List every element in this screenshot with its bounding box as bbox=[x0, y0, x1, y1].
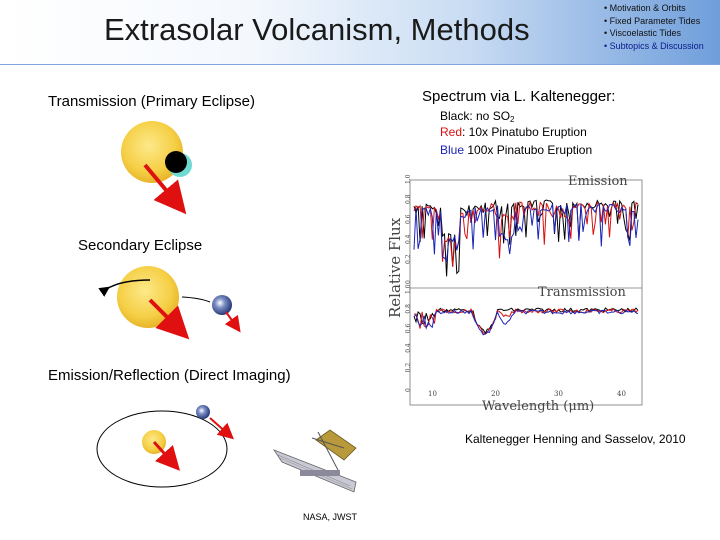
planet-ray-arrow-icon bbox=[224, 311, 241, 333]
y-tick-label: 0 bbox=[405, 388, 412, 392]
earth-icon bbox=[196, 405, 210, 419]
y-tick-label: 0.2 bbox=[405, 363, 412, 373]
paper-credit: Kaltenegger Henning and Sasselov, 2010 bbox=[465, 432, 686, 446]
orbit-icon bbox=[96, 410, 228, 488]
transmission-diagram bbox=[121, 121, 192, 215]
y-tick-label: 0.2 bbox=[405, 254, 412, 264]
slide-title: Extrasolar Volcanism, Methods bbox=[104, 12, 530, 47]
section-nav: • Motivation & Orbits • Fixed Parameter … bbox=[604, 2, 704, 52]
y-tick-label: 0.6 bbox=[405, 214, 412, 224]
y-tick-label: 0 bbox=[405, 280, 412, 284]
nav-item-subtopics[interactable]: • Subtopics & Discussion bbox=[604, 40, 704, 51]
y-tick-label: 0.4 bbox=[405, 234, 412, 244]
y-tick-label: 0.6 bbox=[405, 323, 412, 333]
header-band bbox=[0, 0, 720, 64]
spectrum-figure: Relative Flux Emission Transmission Wave… bbox=[386, 174, 643, 414]
emission-series-black bbox=[413, 198, 639, 277]
secondary-eclipse-label: Secondary Eclipse bbox=[78, 237, 203, 254]
y-tick-label: 0.4 bbox=[405, 343, 412, 353]
x-tick-label: 40 bbox=[617, 390, 626, 398]
panel-label-emission: Emission bbox=[568, 174, 628, 189]
legend-blue: Blue 100x Pinatubo Eruption bbox=[440, 143, 593, 157]
direct-imaging-diagram bbox=[96, 405, 234, 488]
nav-item-viscoelastic[interactable]: • Viscoelastic Tides bbox=[604, 28, 682, 38]
light-ray-arrow-icon bbox=[152, 440, 181, 471]
jwst-credit: NASA, JWST bbox=[303, 512, 358, 522]
y-tick-label: 1.0 bbox=[405, 284, 412, 294]
x-tick-label: 30 bbox=[554, 390, 563, 398]
secondary-eclipse-diagram bbox=[98, 266, 241, 340]
panel-label-transmission: Transmission bbox=[538, 285, 626, 300]
x-tick-label: 20 bbox=[491, 390, 500, 398]
light-ray-arrow-icon bbox=[143, 163, 187, 215]
earth-icon bbox=[212, 295, 232, 315]
nav-item-fixed-tides[interactable]: • Fixed Parameter Tides bbox=[604, 15, 701, 26]
planet-icon bbox=[165, 151, 187, 173]
orbit-arrow-icon bbox=[98, 279, 151, 297]
planet-ray-arrow-icon bbox=[209, 417, 234, 440]
legend-red: Red: 10x Pinatubo Eruption bbox=[440, 125, 587, 139]
emission-series-blue bbox=[413, 202, 639, 263]
x-axis-label: Wavelength (μm) bbox=[482, 399, 594, 414]
x-tick-label: 10 bbox=[428, 390, 437, 398]
spectrum-heading: Spectrum via L. Kaltenegger: bbox=[422, 88, 616, 105]
legend-black: Black: no SO2 bbox=[440, 109, 515, 124]
y-tick-label: 0.8 bbox=[405, 304, 412, 314]
header-rule bbox=[0, 64, 720, 65]
light-ray-arrow-icon bbox=[148, 298, 190, 340]
y-axis-label: Relative Flux bbox=[386, 217, 404, 318]
emission-label: Emission/Reflection (Direct Imaging) bbox=[48, 367, 291, 384]
transmission-series-blue bbox=[413, 309, 639, 336]
jwst-telescope-icon bbox=[272, 429, 357, 493]
transmission-label: Transmission (Primary Eclipse) bbox=[48, 93, 255, 110]
y-tick-label: 0.8 bbox=[405, 194, 412, 204]
y-tick-label: 1.0 bbox=[405, 174, 412, 184]
nav-item-motivation[interactable]: • Motivation & Orbits bbox=[604, 3, 686, 13]
